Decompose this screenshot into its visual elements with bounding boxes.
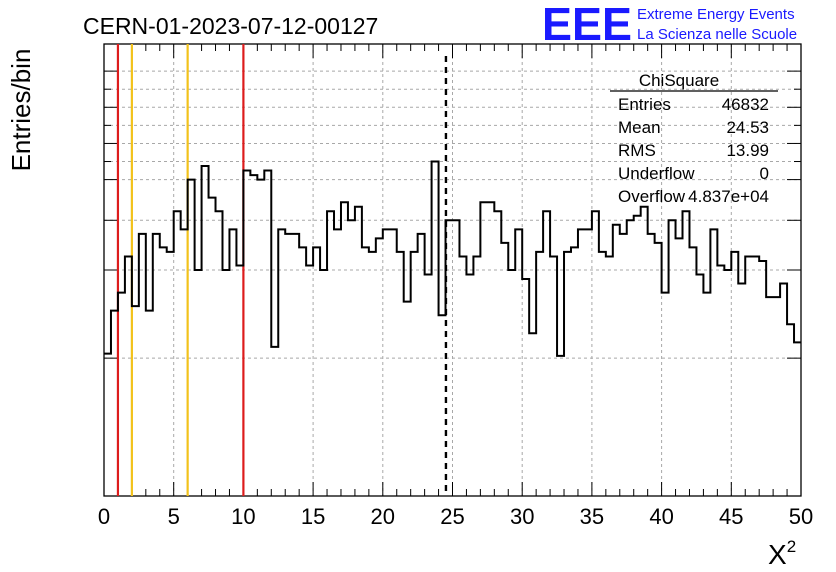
eee-logo: EEE [542, 0, 632, 50]
x-tick-label: 35 [580, 504, 604, 529]
stats-label: RMS [618, 141, 656, 160]
stats-rows: Entries 46832 Mean 24.53 RMS 13.99 Underflow 0 O… [618, 95, 769, 206]
x-axis-title-main: X [768, 539, 787, 570]
stats-value: 0 [760, 164, 769, 183]
stats-title: ChiSquare [639, 71, 719, 90]
grid-lines [104, 44, 801, 496]
stats-value: 46832 [722, 95, 769, 114]
stats-value: 24.53 [726, 118, 769, 137]
stats-label: Overflow [618, 187, 686, 206]
x-tick-label: 45 [719, 504, 743, 529]
y-axis-title: Entries/bin [6, 49, 36, 172]
histogram-line [104, 160, 801, 357]
eee-logo-text: EEE [542, 0, 632, 50]
x-tick-label: 5 [168, 504, 180, 529]
stats-box: ChiSquare Entries 46832 Mean 24.53 RMS 13.99 U… [610, 71, 778, 206]
x-tick-label: 10 [231, 504, 255, 529]
x-axis-title: X2 [768, 537, 796, 570]
stats-label: Underflow [618, 164, 695, 183]
x-tick-label: 40 [649, 504, 673, 529]
x-tick-label: 50 [789, 504, 813, 529]
org-line-2: La Scienza nelle Scuole [637, 26, 797, 43]
x-tick-label: 0 [98, 504, 110, 529]
x-tick-label: 15 [301, 504, 325, 529]
x-axis-title-superscript: 2 [787, 537, 796, 556]
org-line-1: Extreme Energy Events [637, 6, 795, 23]
stats-label: Entries [618, 95, 671, 114]
stats-value: 4.837e+04 [688, 187, 769, 206]
reference-lines [116, 44, 448, 496]
x-tick-label: 25 [440, 504, 464, 529]
x-tick-label: 20 [371, 504, 395, 529]
x-tick-labels: 0 5 10 15 20 25 30 35 40 45 50 [98, 504, 813, 529]
stats-value: 13.99 [726, 141, 769, 160]
x-tick-label: 30 [510, 504, 534, 529]
stats-label: Mean [618, 118, 661, 137]
run-title: CERN-01-2023-07-12-00127 [83, 13, 378, 39]
